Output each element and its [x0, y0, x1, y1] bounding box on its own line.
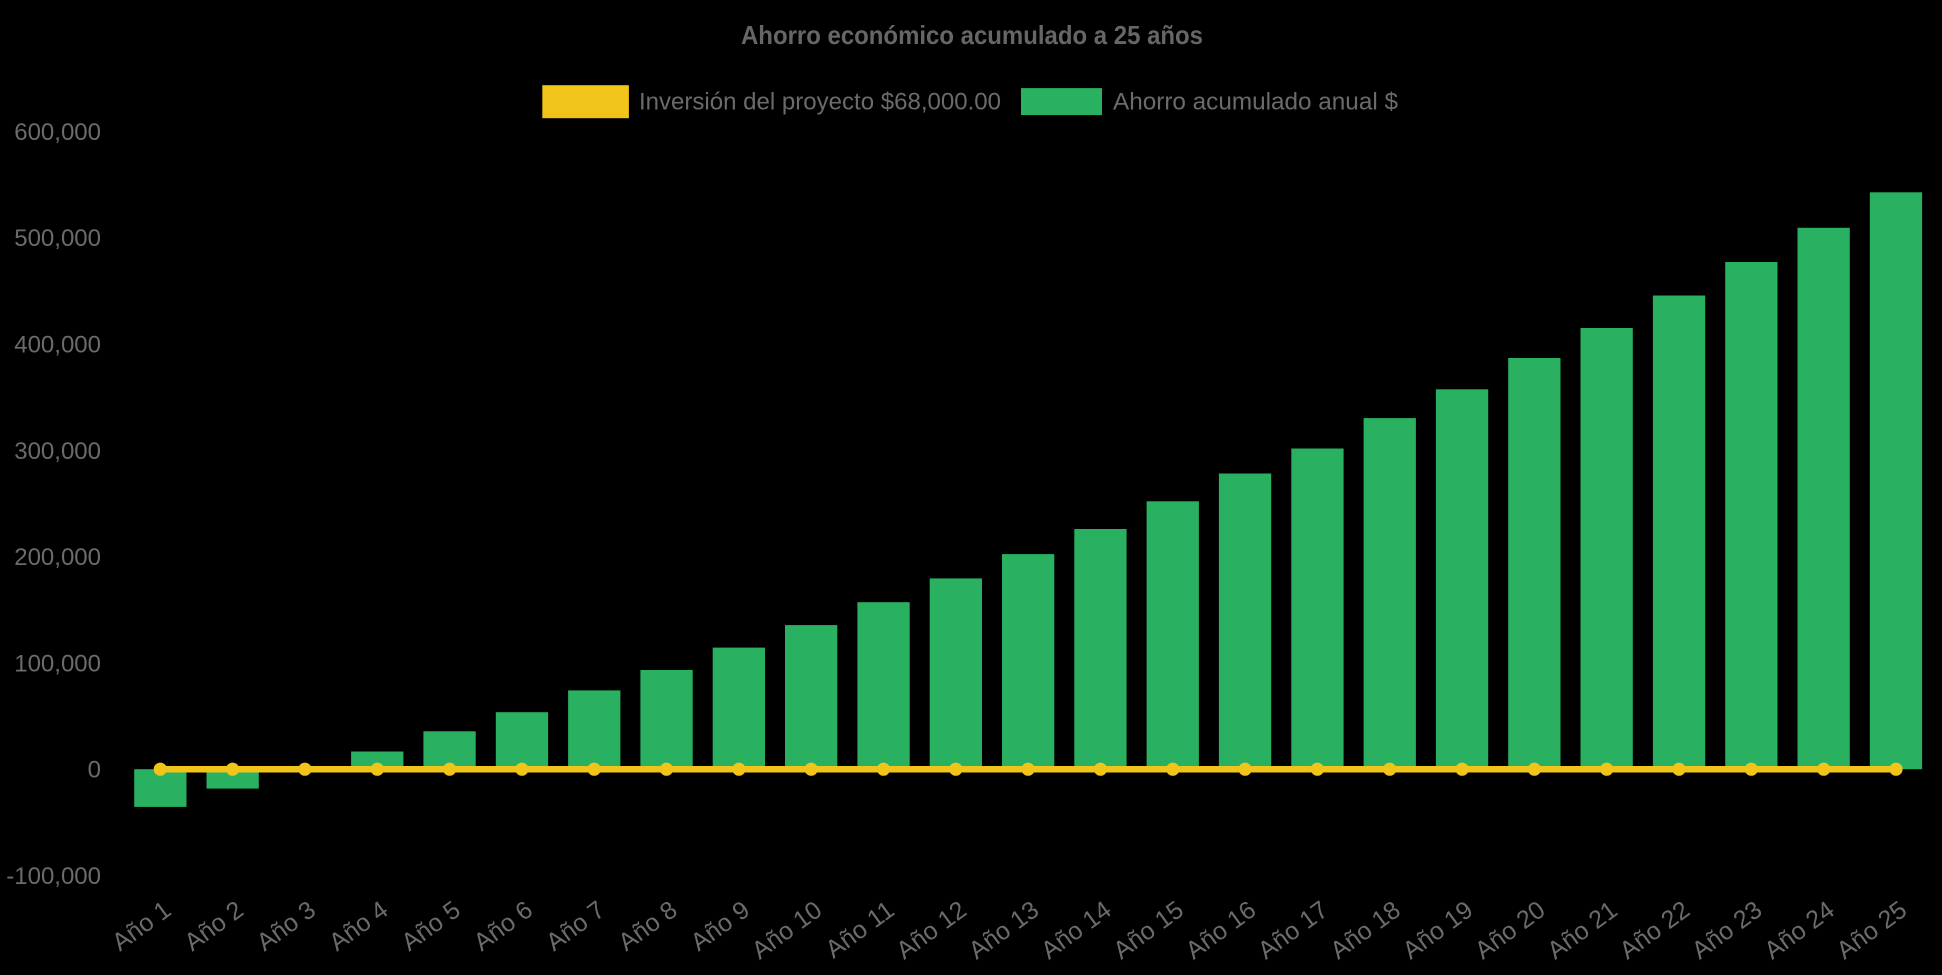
svg-text:400,000: 400,000 — [14, 332, 101, 359]
svg-text:100,000: 100,000 — [14, 650, 101, 677]
svg-text:200,000: 200,000 — [14, 544, 101, 571]
svg-text:300,000: 300,000 — [14, 438, 101, 465]
svg-text:500,000: 500,000 — [14, 225, 101, 252]
svg-text:-100,000: -100,000 — [6, 863, 101, 890]
svg-text:0: 0 — [88, 757, 101, 784]
svg-text:Inversión del proyecto $68,000: Inversión del proyecto $68,000.00 — [639, 89, 1001, 116]
svg-text:Ahorro acumulado anual $: Ahorro acumulado anual $ — [1113, 89, 1398, 116]
svg-text:Ahorro económico acumulado a 2: Ahorro económico acumulado a 25 años — [741, 20, 1203, 50]
svg-text:600,000: 600,000 — [14, 119, 101, 146]
